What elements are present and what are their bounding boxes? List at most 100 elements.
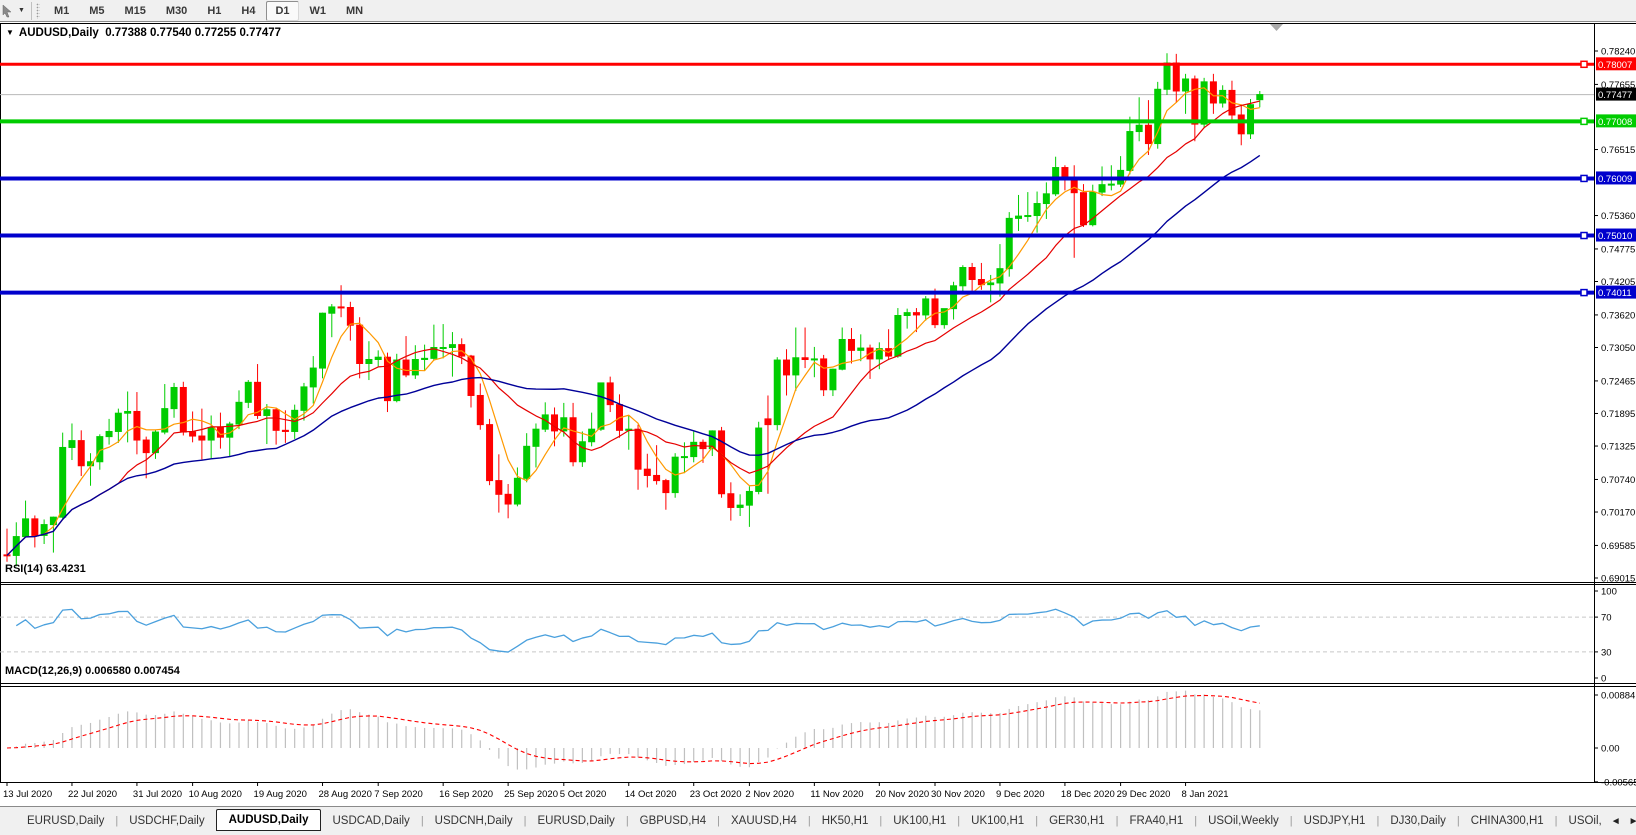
tab-separator: | — [523, 815, 527, 827]
svg-text:30: 30 — [1601, 647, 1612, 658]
svg-text:22 Jul 2020: 22 Jul 2020 — [68, 789, 117, 800]
price-axis[interactable]: 0.78240 0.77655 0.76515 0.75360 0.74775 0.742… — [1594, 47, 1636, 789]
chart-tab-eurusd-daily[interactable]: EURUSD,Daily — [27, 815, 105, 827]
line-handle[interactable] — [1580, 174, 1588, 183]
svg-text:13 Jul 2020: 13 Jul 2020 — [3, 789, 52, 800]
svg-text:0.69585: 0.69585 — [1601, 541, 1635, 552]
svg-text:25 Sep 2020: 25 Sep 2020 — [504, 789, 558, 800]
line-handle[interactable] — [1580, 231, 1588, 240]
timeframe-toolbar: ▼ M1 M5 M15 M30 H1 H4 D1 W1 MN — [0, 0, 1636, 22]
chart-tab-gbpusd-h4[interactable]: GBPUSD,H4 — [639, 815, 707, 827]
tab-separator: | — [1456, 815, 1460, 827]
svg-text:14 Oct 2020: 14 Oct 2020 — [625, 789, 677, 800]
svg-text:-0.00565: -0.00565 — [1601, 777, 1636, 788]
candlestick-series — [3, 53, 1264, 567]
chart-tab-ger30-h1[interactable]: GER30,H1 — [1049, 815, 1105, 827]
macd-indicator-label: MACD(12,26,9) 0.006580 0.007454 — [5, 665, 180, 677]
svg-text:7 Sep 2020: 7 Sep 2020 — [374, 789, 423, 800]
svg-text:0.00: 0.00 — [1601, 744, 1620, 755]
cursor-tool-icon[interactable]: ▼ — [0, 3, 29, 18]
svg-text:0.71895: 0.71895 — [1601, 409, 1635, 420]
timeframe-button-m1[interactable]: M1 — [53, 4, 70, 17]
svg-text:31 Jul 2020: 31 Jul 2020 — [133, 789, 182, 800]
svg-text:5 Oct 2020: 5 Oct 2020 — [560, 789, 606, 800]
line-handle[interactable] — [1580, 60, 1588, 69]
chart-tab-dj30-daily[interactable]: DJ30,Daily — [1390, 815, 1446, 827]
chart-tab-eurusd-daily[interactable]: EURUSD,Daily — [537, 815, 615, 827]
tab-separator: | — [1115, 815, 1119, 827]
chart-tab-usoil-weekly[interactable]: USOil,Weekly — [1208, 815, 1279, 827]
line-handle[interactable] — [1580, 288, 1588, 297]
toolbar-separator — [30, 1, 32, 20]
svg-text:0: 0 — [1601, 674, 1606, 685]
timeframe-button-m30[interactable]: M30 — [165, 4, 188, 17]
chart-tab-fra40-h1[interactable]: FRA40,H1 — [1129, 815, 1184, 827]
timeframe-button-m15[interactable]: M15 — [124, 4, 146, 17]
svg-text:0.70170: 0.70170 — [1601, 508, 1635, 519]
line-price-text: 0.74011 — [1598, 288, 1632, 299]
tabs-scroll-right-icon[interactable]: ► — [1628, 815, 1636, 827]
timeframe-button-d1[interactable]: D1 — [266, 0, 299, 21]
chart-canvas[interactable]: 0.780070.770080.760090.750100.740110.782… — [0, 22, 1636, 806]
chart-background — [0, 22, 1636, 806]
line-price-label — [1596, 171, 1636, 185]
svg-text:0.72465: 0.72465 — [1601, 376, 1635, 387]
toolbar-grip-icon[interactable] — [35, 2, 40, 19]
tab-separator: | — [1035, 815, 1039, 827]
pointer-arrow-icon — [2, 3, 12, 17]
line-price-label — [1596, 228, 1636, 242]
chart-window[interactable]: 0.78007 0.77008 0.76009 0.75010 0.74011 0.782… — [0, 22, 1636, 806]
timeframe-button-w1[interactable]: W1 — [309, 4, 327, 17]
chart-tab-uk100-h1[interactable]: UK100,H1 — [893, 815, 947, 827]
svg-text:0.76515: 0.76515 — [1601, 145, 1635, 156]
chart-tab-xauusd-h4[interactable]: XAUUSD,H4 — [731, 815, 797, 827]
tab-separator: | — [115, 815, 119, 827]
tab-separator: | — [420, 815, 424, 827]
chart-title: ▼ AUDUSD,Daily 0.77388 0.77540 0.77255 0.… — [6, 27, 281, 39]
rsi-line — [15, 608, 1260, 653]
chart-tab-usdcad-daily[interactable]: USDCAD,Daily — [332, 815, 410, 827]
tab-separator: | — [879, 815, 883, 827]
svg-text:30 Nov 2020: 30 Nov 2020 — [931, 789, 985, 800]
moving-average-fast — [6, 87, 1260, 556]
chart-symbol-label: AUDUSD,Daily — [18, 27, 99, 39]
tabs-scroll-left-icon[interactable]: ◄ — [1610, 815, 1621, 827]
svg-text:8 Jan 2021: 8 Jan 2021 — [1182, 789, 1229, 800]
timeframe-button-h1[interactable]: H1 — [207, 4, 222, 17]
tab-separator: | — [1554, 815, 1558, 827]
chart-tab-usdcnh-daily[interactable]: USDCNH,Daily — [434, 815, 513, 827]
svg-text:23 Oct 2020: 23 Oct 2020 — [690, 789, 742, 800]
chart-ohlc-values: 0.77388 0.77540 0.77255 0.77477 — [105, 27, 282, 39]
tab-separator: | — [1376, 815, 1380, 827]
chart-tab-bar: EURUSD,Daily | USDCHF,Daily AUDUSD,Daily USD… — [0, 806, 1636, 835]
svg-text:16 Sep 2020: 16 Sep 2020 — [439, 789, 493, 800]
macd-histogram — [15, 690, 1261, 770]
timeframe-button-m5[interactable]: M5 — [89, 4, 105, 17]
chart-tab-usdchf-daily[interactable]: USDCHF,Daily — [129, 815, 205, 827]
chart-tab-hk50-h1[interactable]: HK50,H1 — [821, 815, 869, 827]
chart-tab-uk100-h1[interactable]: UK100,H1 — [971, 815, 1025, 827]
svg-text:2 Nov 2020: 2 Nov 2020 — [745, 789, 794, 800]
svg-text:0.74775: 0.74775 — [1601, 244, 1635, 255]
moving-average-slow — [6, 154, 1261, 556]
chart-tab-audusd-daily[interactable]: AUDUSD,Daily — [215, 809, 322, 831]
line-handle[interactable] — [1580, 117, 1588, 126]
time-axis[interactable]: 13 Jul 2020 22 Jul 2020 31 Jul 2020 10 Aug … — [3, 782, 1229, 800]
svg-text:0.71325: 0.71325 — [1601, 442, 1635, 453]
cursor-dropdown-icon[interactable]: ▼ — [18, 7, 25, 14]
timeframe-button-h4[interactable]: H4 — [241, 4, 256, 17]
svg-text:11 Nov 2020: 11 Nov 2020 — [810, 789, 863, 800]
tab-separator: | — [957, 815, 961, 827]
chart-tab-usdjpy-h1[interactable]: USDJPY,H1 — [1303, 815, 1366, 827]
svg-text:70: 70 — [1601, 613, 1612, 624]
line-price-text: 0.77008 — [1598, 117, 1632, 128]
svg-text:0.00884: 0.00884 — [1601, 691, 1635, 702]
chart-shift-marker-icon[interactable] — [1270, 24, 1283, 31]
svg-text:0.74205: 0.74205 — [1601, 277, 1635, 288]
svg-text:19 Aug 2020: 19 Aug 2020 — [254, 789, 307, 800]
timeframe-button-mn[interactable]: MN — [346, 4, 364, 17]
chart-tab-china300-h1[interactable]: CHINA300,H1 — [1470, 815, 1544, 827]
chart-tab-usoil[interactable]: USOil, — [1568, 815, 1602, 827]
svg-text:10 Aug 2020: 10 Aug 2020 — [189, 789, 242, 800]
collapse-icon[interactable]: ▼ — [6, 28, 14, 37]
